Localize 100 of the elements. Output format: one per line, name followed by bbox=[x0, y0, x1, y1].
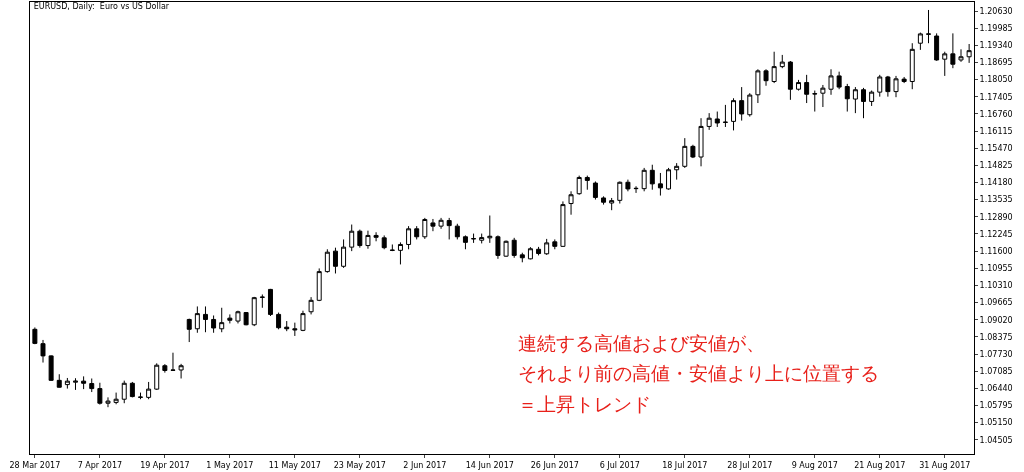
candlestick bbox=[771, 51, 777, 84]
y-tick-label: 1.20630 bbox=[979, 6, 1013, 16]
candlestick bbox=[885, 75, 891, 98]
y-tick-label: 1.12245 bbox=[979, 229, 1013, 239]
candlestick bbox=[747, 92, 753, 118]
candlestick bbox=[617, 180, 623, 205]
candlestick bbox=[235, 310, 241, 324]
candlestick bbox=[625, 179, 631, 192]
candlestick bbox=[389, 243, 395, 252]
candlestick bbox=[779, 54, 785, 69]
candlestick bbox=[609, 197, 615, 211]
candlestick bbox=[113, 392, 119, 405]
annotation: それより前の高値・安値より上に位置する bbox=[518, 362, 879, 384]
candlestick bbox=[73, 377, 78, 391]
candlestick bbox=[430, 218, 436, 232]
candlestick bbox=[227, 313, 233, 324]
candlestick bbox=[251, 296, 257, 327]
candlestick bbox=[479, 233, 485, 244]
candlestick bbox=[211, 314, 217, 334]
candlestick bbox=[698, 117, 704, 167]
candlestick bbox=[438, 217, 444, 230]
x-tick-label: 6 Jul 2017 bbox=[599, 460, 640, 470]
candlestick bbox=[861, 87, 866, 119]
x-tick-label: 21 Aug 2017 bbox=[854, 460, 906, 470]
candlestick bbox=[714, 111, 720, 128]
candlestick bbox=[844, 83, 850, 113]
y-tick-label: 1.04505 bbox=[979, 435, 1013, 445]
candlestick bbox=[657, 172, 663, 197]
y-tick-label: 1.09020 bbox=[979, 315, 1013, 325]
candlestick bbox=[365, 230, 371, 250]
y-tick-label: 1.05150 bbox=[979, 418, 1013, 428]
candlestick bbox=[641, 167, 647, 192]
y-tick-label: 1.09665 bbox=[979, 298, 1013, 308]
candlestick bbox=[601, 195, 607, 206]
y-tick-label: 1.18695 bbox=[979, 58, 1013, 68]
candlestick bbox=[64, 377, 70, 390]
candlestick bbox=[796, 79, 802, 92]
candlestick bbox=[592, 180, 598, 201]
x-tick-label: 26 Jun 2017 bbox=[530, 460, 579, 470]
candlestick bbox=[674, 162, 680, 181]
candlestick bbox=[666, 167, 672, 191]
candlestick bbox=[332, 247, 338, 274]
y-tick-label: 1.18050 bbox=[979, 75, 1013, 85]
candlestick bbox=[414, 225, 420, 240]
candlestick bbox=[357, 229, 363, 249]
x-tick-label: 7 Apr 2017 bbox=[77, 460, 123, 470]
candlestick bbox=[804, 74, 810, 104]
candlestick bbox=[259, 293, 265, 309]
candlestick bbox=[308, 296, 314, 315]
y-tick-label: 1.15470 bbox=[979, 144, 1013, 154]
candlestick bbox=[316, 267, 322, 302]
candlestick bbox=[958, 48, 964, 63]
candlestick bbox=[219, 307, 225, 333]
candlestick bbox=[552, 238, 558, 250]
y-tick-label: 1.06440 bbox=[979, 384, 1013, 394]
candlestick bbox=[787, 60, 793, 101]
candlestick bbox=[519, 252, 525, 263]
candlestick bbox=[48, 354, 54, 382]
candlestick bbox=[576, 175, 582, 196]
x-tick-label: 28 Jul 2017 bbox=[727, 460, 773, 470]
candlestick bbox=[406, 225, 412, 250]
candlestick bbox=[869, 90, 875, 107]
candlestick bbox=[633, 185, 639, 194]
y-tick-label: 1.19340 bbox=[979, 41, 1013, 51]
candlestick bbox=[690, 144, 696, 159]
candlestick bbox=[243, 311, 249, 326]
candlestick bbox=[462, 234, 468, 250]
candlestick bbox=[731, 97, 737, 131]
x-tick-label: 19 Apr 2017 bbox=[140, 460, 190, 470]
x-tick-label: 31 Aug 2017 bbox=[919, 460, 971, 470]
y-tick-label: 1.07085 bbox=[979, 366, 1013, 376]
candlestick bbox=[276, 312, 282, 330]
candlestick bbox=[292, 322, 298, 337]
candlestick bbox=[454, 223, 460, 240]
candlestick bbox=[105, 396, 111, 408]
candlestick bbox=[934, 32, 940, 62]
candlestick bbox=[893, 75, 899, 98]
candlestick bbox=[487, 215, 493, 244]
x-tick-label: 28 Mar 2017 bbox=[9, 460, 61, 470]
candlestick bbox=[32, 326, 38, 345]
candlestick bbox=[146, 381, 152, 400]
annotation: 連続する高値および安値が、 bbox=[518, 332, 765, 354]
candlestick bbox=[852, 86, 858, 114]
candlestick bbox=[901, 76, 907, 84]
candlestick bbox=[397, 241, 403, 265]
candlestick bbox=[560, 200, 566, 248]
candlestick bbox=[194, 305, 200, 334]
x-tick-label: 9 Aug 2017 bbox=[791, 460, 838, 470]
candlestick bbox=[820, 84, 826, 108]
candlestick bbox=[341, 238, 347, 269]
x-tick-label: 11 May 2017 bbox=[268, 460, 321, 470]
candlestick bbox=[89, 377, 95, 393]
candlestick bbox=[154, 362, 160, 391]
candlestick bbox=[917, 32, 923, 51]
y-tick-label: 1.05795 bbox=[979, 401, 1013, 411]
candlestick bbox=[649, 164, 655, 191]
x-tick-label: 1 May 2017 bbox=[206, 460, 254, 470]
annotation: ＝上昇トレンド bbox=[518, 393, 651, 415]
candlestick bbox=[836, 71, 842, 90]
candlestick bbox=[877, 74, 883, 98]
